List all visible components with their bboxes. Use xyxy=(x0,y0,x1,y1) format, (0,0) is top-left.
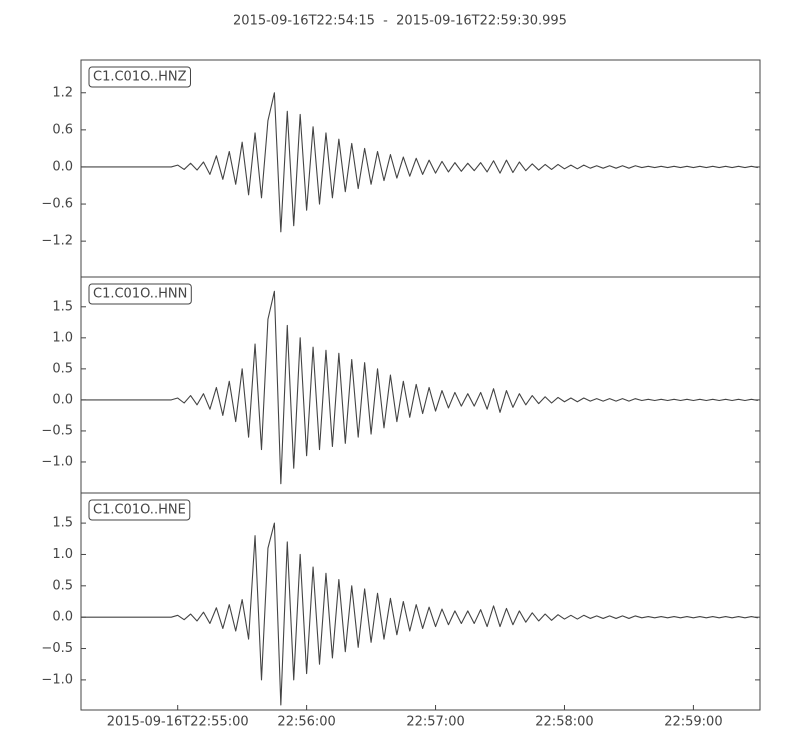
trace-label-box xyxy=(88,499,191,521)
trace-line xyxy=(81,92,758,233)
x-tick-label: 22:58:00 xyxy=(535,715,593,730)
y-tick-label: 1.2 xyxy=(52,85,73,100)
panel-frame xyxy=(80,492,761,711)
x-tick-label: 22:59:00 xyxy=(664,715,722,730)
trace-line xyxy=(81,290,758,485)
y-tick-label: −0.5 xyxy=(41,423,73,438)
trace-label-box xyxy=(88,283,192,305)
chart-title: 2015-09-16T22:54:15 - 2015-09-16T22:59:3… xyxy=(233,14,567,29)
trace-label: C1.C01O..HNZ xyxy=(93,70,187,85)
y-tick-label: −0.5 xyxy=(41,641,73,656)
y-tick-label: 0.5 xyxy=(52,361,73,376)
y-tick-label: −1.0 xyxy=(41,672,73,687)
y-tick-label: 1.5 xyxy=(52,516,73,531)
y-tick-label: 1.0 xyxy=(52,330,73,345)
y-tick-label: 1.0 xyxy=(52,547,73,562)
x-tick-label: 22:57:00 xyxy=(406,715,464,730)
y-tick-label: 0.0 xyxy=(52,610,73,625)
y-tick-label: 0.0 xyxy=(52,159,73,174)
y-tick-label: 0.5 xyxy=(52,578,73,593)
trace-label-box xyxy=(88,66,191,88)
y-tick-label: −1.0 xyxy=(41,454,73,469)
y-tick-label: −0.6 xyxy=(41,197,73,212)
trace-label: C1.C01O..HNE xyxy=(93,503,186,518)
trace-label: C1.C01O..HNN xyxy=(93,287,187,302)
y-tick-label: 0.0 xyxy=(52,392,73,407)
x-tick-label: 2015-09-16T22:55:00 xyxy=(107,715,249,730)
trace-line xyxy=(81,522,758,706)
y-tick-label: −1.2 xyxy=(41,234,73,249)
y-tick-label: 1.5 xyxy=(52,299,73,314)
y-tick-label: 0.6 xyxy=(52,122,73,137)
x-tick-label: 22:56:00 xyxy=(277,715,335,730)
